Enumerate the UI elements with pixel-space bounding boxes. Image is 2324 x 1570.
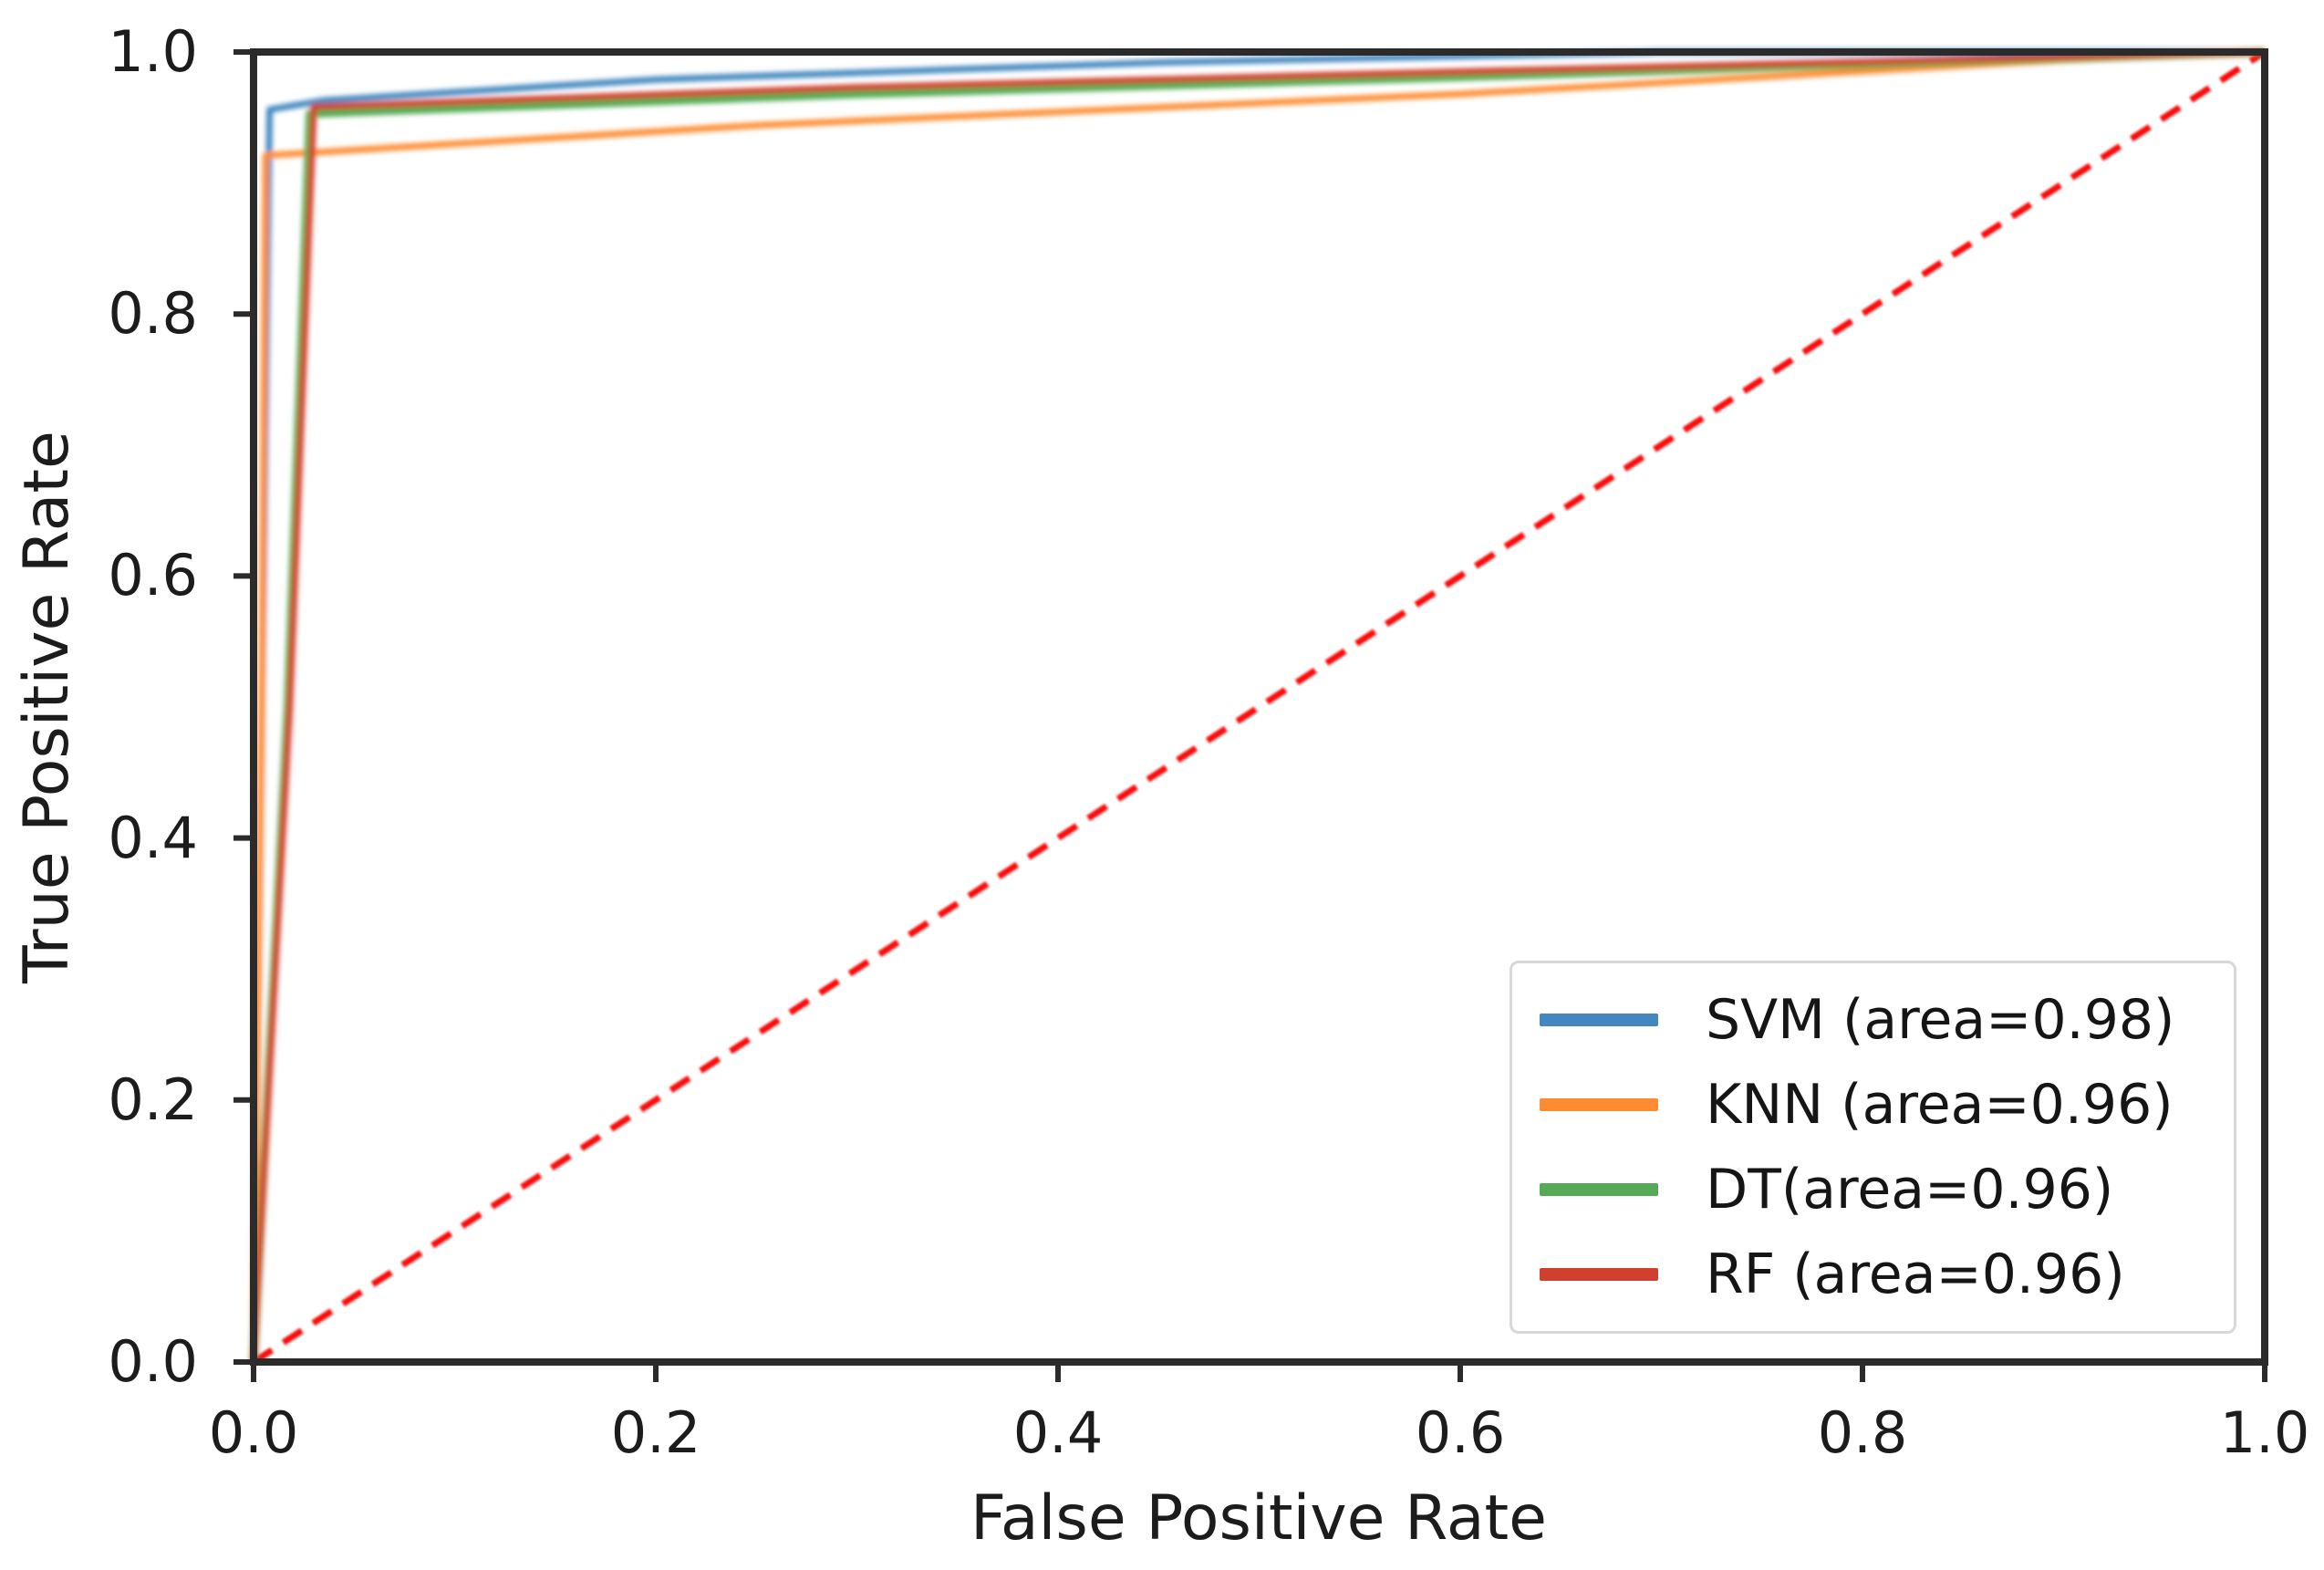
y-axis-label: True Positive Rate: [11, 431, 83, 983]
legend-label: DT(area=0.96): [1706, 1158, 2114, 1222]
x-tick-label: 0.2: [610, 1399, 701, 1466]
legend-item-rf: RF (area=0.96): [1512, 1242, 2234, 1306]
legend-item-dt: DT(area=0.96): [1512, 1158, 2234, 1222]
y-tick-label: 0.6: [108, 542, 198, 609]
legend-label: RF (area=0.96): [1706, 1242, 2125, 1306]
reference-line-group: [252, 49, 2267, 1365]
axes-frame-group: [233, 48, 2268, 1382]
x-tick-label: 0.4: [1012, 1399, 1104, 1466]
chance-diagonal-line: [252, 49, 2267, 1365]
legend-item-knn: KNN (area=0.96): [1512, 1073, 2234, 1137]
legend-swatch-dt: [1540, 1183, 1658, 1196]
x-tick-label: 0.0: [208, 1399, 299, 1466]
x-axis-label: False Positive Rate: [970, 1482, 1547, 1554]
y-tick-label: 0.0: [108, 1328, 198, 1395]
x-tick-label: 0.8: [1817, 1399, 1908, 1466]
y-tick-label: 0.4: [108, 804, 198, 871]
legend-swatch-knn: [1540, 1098, 1658, 1111]
legend-item-svm: SVM (area=0.98): [1512, 988, 2234, 1052]
legend-swatch-svm: [1540, 1014, 1658, 1026]
y-tick-label: 0.2: [108, 1066, 198, 1133]
roc-curve-rf: [250, 48, 2266, 1363]
x-tick-label: 0.6: [1415, 1399, 1506, 1466]
y-tick-label: 0.8: [108, 280, 198, 348]
plot-frame: [250, 48, 2268, 1366]
roc-curves-group: [249, 47, 2266, 1363]
legend-swatch-rf: [1540, 1268, 1658, 1281]
legend: SVM (area=0.98) KNN (area=0.96) DT(area=0.…: [1510, 961, 2236, 1334]
x-tick-label: 1.0: [2219, 1399, 2310, 1466]
legend-label: SVM (area=0.98): [1706, 988, 2175, 1052]
y-tick-label: 1.0: [108, 18, 198, 85]
legend-label: KNN (area=0.96): [1706, 1073, 2174, 1137]
